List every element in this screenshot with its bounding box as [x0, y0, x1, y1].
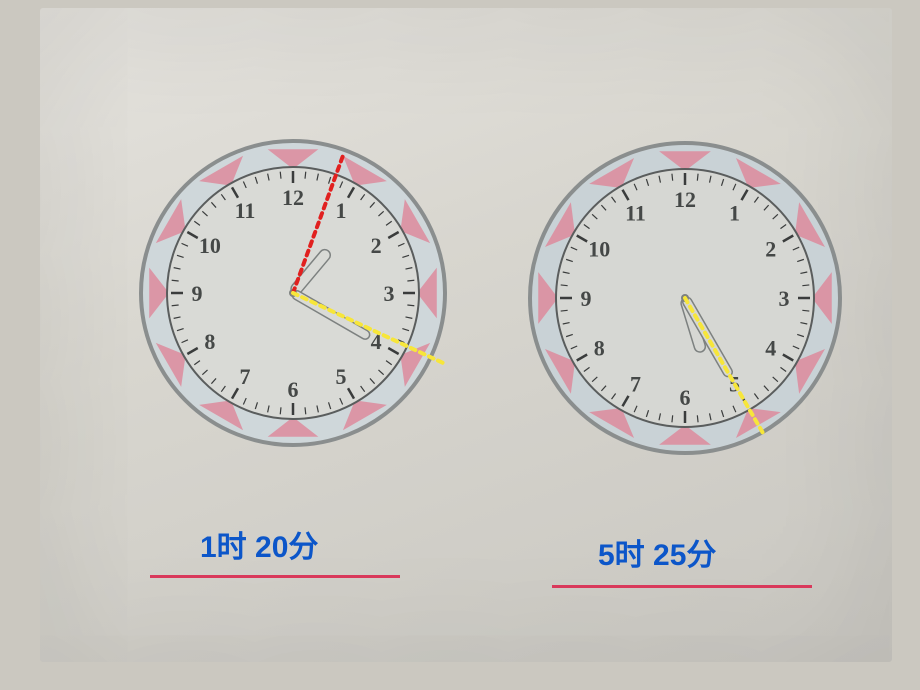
clock-right-wrap: 123456789101112	[510, 123, 860, 493]
answer-underline-left	[150, 575, 400, 578]
svg-text:8: 8	[594, 336, 605, 361]
svg-text:10: 10	[199, 233, 221, 258]
svg-text:2: 2	[765, 237, 776, 262]
svg-text:1: 1	[336, 198, 347, 223]
svg-text:3: 3	[384, 281, 395, 306]
answer-label-right: 5时 25分	[598, 530, 716, 574]
svg-text:7: 7	[240, 364, 251, 389]
clock-left-wrap: 123456789101112	[123, 123, 463, 483]
svg-text:11: 11	[235, 198, 256, 223]
textbook-photo: 123456789101112 1时 20分 123456789101112 5…	[40, 8, 892, 662]
svg-text:8: 8	[204, 329, 215, 354]
answer-label-left: 1时 20分	[200, 522, 318, 566]
clock-left: 123456789101112	[123, 123, 463, 483]
clock-right: 123456789101112	[510, 123, 860, 493]
svg-text:2: 2	[371, 233, 382, 258]
svg-text:6: 6	[288, 377, 299, 402]
svg-text:10: 10	[588, 237, 610, 262]
svg-text:9: 9	[192, 281, 203, 306]
svg-text:5: 5	[336, 364, 347, 389]
answer-underline-right	[552, 585, 812, 588]
svg-text:6: 6	[680, 385, 691, 410]
svg-text:3: 3	[779, 286, 790, 311]
svg-text:7: 7	[630, 372, 641, 397]
svg-text:12: 12	[674, 187, 696, 212]
svg-text:12: 12	[282, 185, 304, 210]
svg-text:1: 1	[729, 200, 740, 225]
svg-text:11: 11	[625, 200, 646, 225]
svg-text:4: 4	[765, 336, 776, 361]
svg-text:9: 9	[581, 286, 592, 311]
